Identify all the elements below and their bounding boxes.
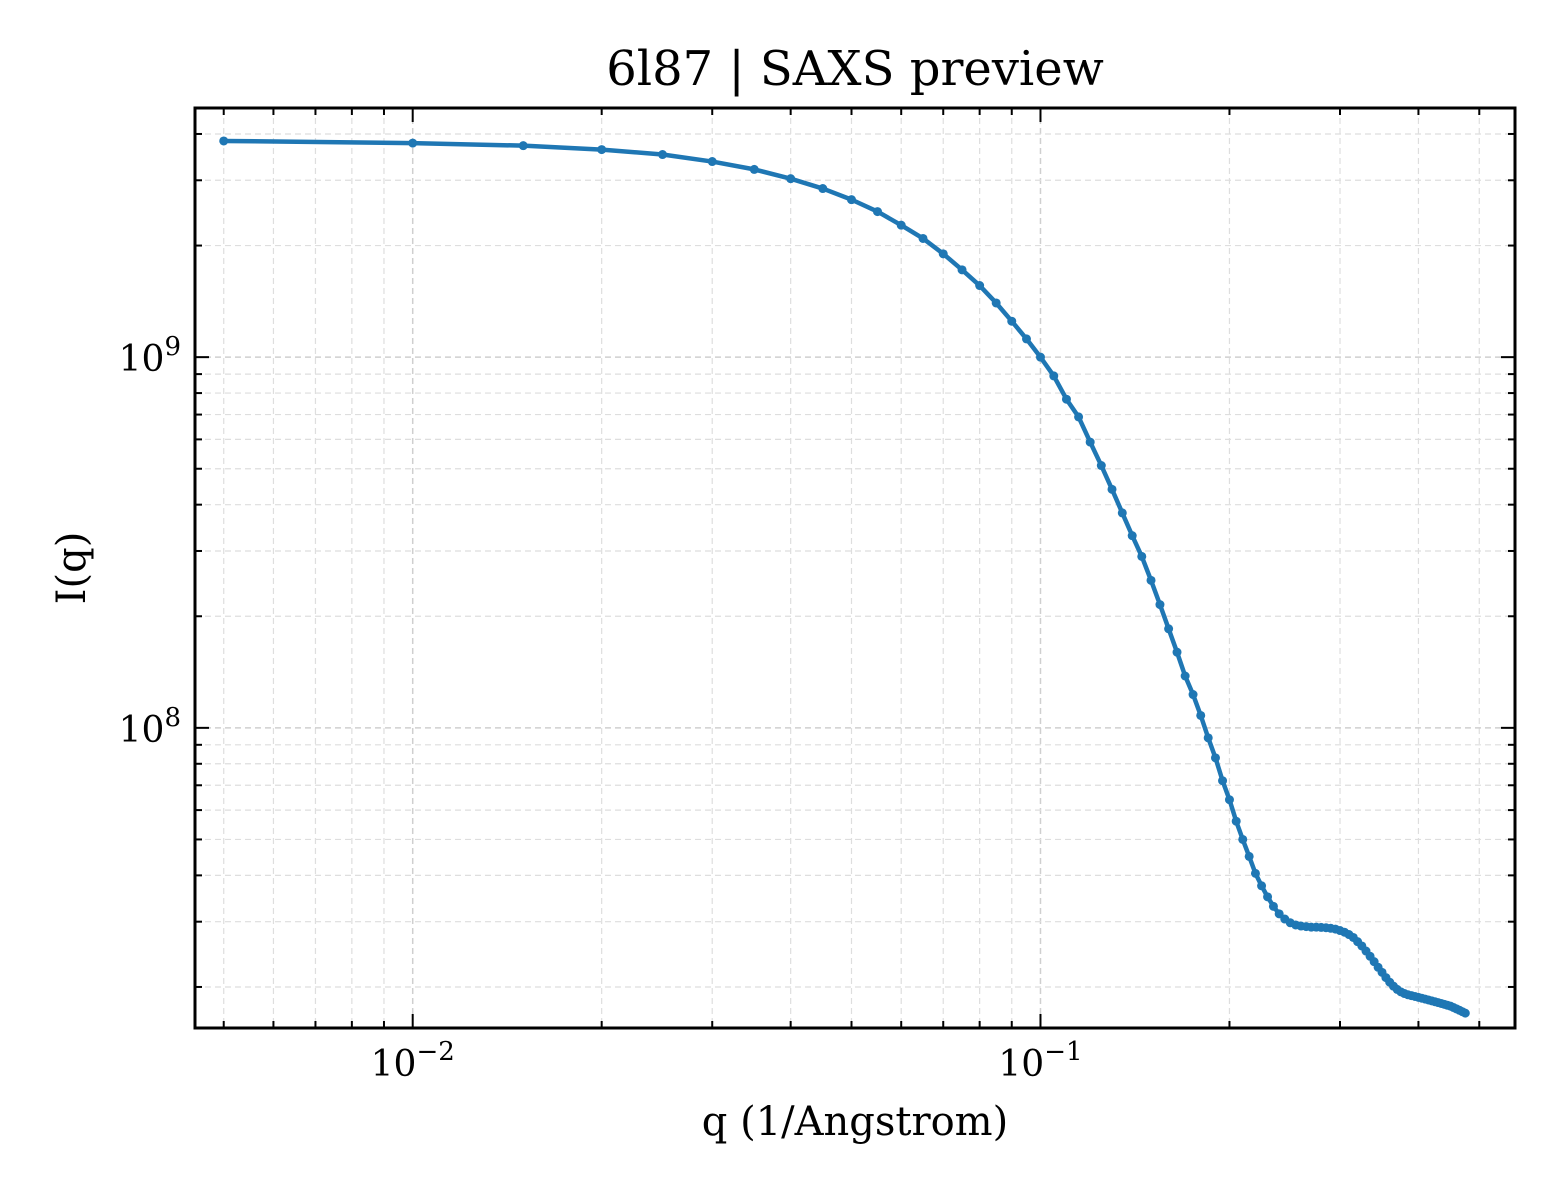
data-point <box>1137 551 1147 561</box>
data-point <box>1257 881 1267 891</box>
plot-frame <box>193 106 1517 1030</box>
data-point <box>1007 316 1017 326</box>
data-point <box>1218 776 1228 786</box>
series-line <box>221 138 1468 1016</box>
data-point <box>1244 851 1254 861</box>
data-point <box>975 281 985 291</box>
data-point <box>749 164 759 174</box>
data-point <box>219 136 229 146</box>
data-point <box>1049 371 1059 381</box>
data-point <box>707 157 717 167</box>
data-point <box>1021 334 1031 344</box>
data-point <box>1180 671 1190 681</box>
data-point <box>786 174 796 184</box>
y-tick-label: 109 <box>119 332 181 380</box>
data-point <box>991 298 1001 308</box>
data-point <box>1074 412 1084 422</box>
tick-labels: 10−2 10−1 108 109 <box>119 332 1083 1085</box>
data-point <box>597 145 607 155</box>
data-point <box>1155 600 1165 610</box>
data-point <box>1061 394 1071 404</box>
data-point <box>1196 710 1206 720</box>
data-point <box>847 195 857 205</box>
data-point <box>896 220 906 230</box>
data-point <box>1035 352 1045 362</box>
x-axis-label: q (1/Angstrom) <box>702 1099 1008 1145</box>
data-point <box>1250 868 1260 878</box>
data-point <box>1188 690 1198 700</box>
data-point <box>1127 531 1137 541</box>
data-point <box>408 138 418 148</box>
data-point <box>957 265 967 275</box>
data-point <box>818 184 828 194</box>
data-point <box>1107 484 1117 494</box>
data-series <box>219 136 1470 1018</box>
data-point <box>518 141 528 151</box>
grid-lines <box>195 108 1515 1028</box>
data-point <box>1085 437 1095 447</box>
chart-title: 6l87 | SAXS preview <box>606 41 1104 97</box>
data-point <box>1164 624 1174 634</box>
data-point <box>1460 1008 1470 1018</box>
data-point <box>1231 816 1241 826</box>
data-point <box>1146 575 1156 585</box>
data-point <box>1268 901 1278 911</box>
data-point <box>1117 508 1127 518</box>
data-point <box>938 249 948 259</box>
data-point <box>872 207 882 217</box>
x-tick-label: 10−2 <box>371 1037 455 1085</box>
x-tick-label: 10−1 <box>998 1037 1082 1085</box>
data-point <box>658 150 668 160</box>
data-point <box>1210 753 1220 763</box>
data-point <box>1224 795 1234 805</box>
data-point <box>1096 461 1106 471</box>
data-point <box>1172 647 1182 657</box>
data-point <box>1263 892 1273 902</box>
y-axis-label: I(q) <box>49 532 95 605</box>
y-tick-label: 108 <box>119 703 181 751</box>
data-point <box>918 233 928 243</box>
data-point <box>1203 733 1213 743</box>
data-point <box>1238 834 1248 844</box>
